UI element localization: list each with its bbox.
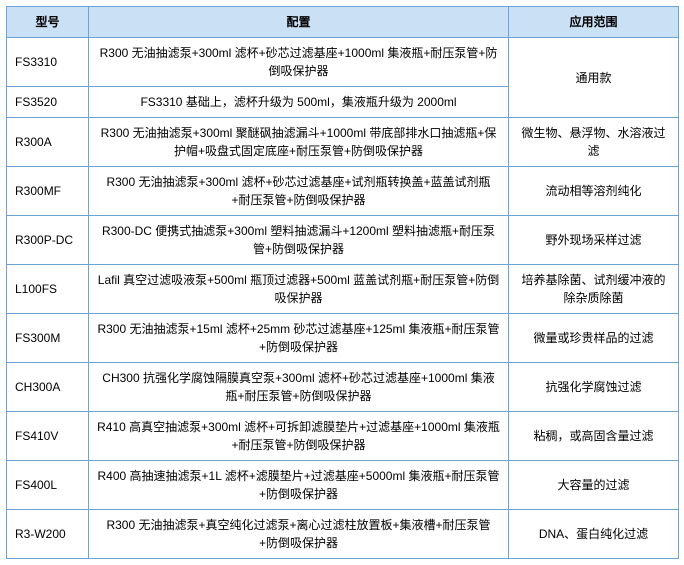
cell-model: R3-W200 xyxy=(7,510,89,559)
cell-model: FS410V xyxy=(7,412,89,461)
cell-model: R300P-DC xyxy=(7,216,89,265)
cell-config: R300 无油抽滤泵+300ml 滤杯+砂芯过滤基座+1000ml 集液瓶+耐压… xyxy=(89,38,509,87)
table-row: R300A R300 无油抽滤泵+300ml 聚醚砜抽滤漏斗+1000ml 带底… xyxy=(7,118,679,167)
table-row: L100FS Lafil 真空过滤吸液泵+500ml 瓶顶过滤器+500ml 蓝… xyxy=(7,265,679,314)
table-body: FS3310 R300 无油抽滤泵+300ml 滤杯+砂芯过滤基座+1000ml… xyxy=(7,38,679,559)
cell-model: FS400L xyxy=(7,461,89,510)
cell-config: R400 高抽速抽滤泵+1L 滤杯+滤膜垫片+过滤基座+5000ml 集液瓶+耐… xyxy=(89,461,509,510)
table-row: FS400L R400 高抽速抽滤泵+1L 滤杯+滤膜垫片+过滤基座+5000m… xyxy=(7,461,679,510)
cell-model: FS3310 xyxy=(7,38,89,87)
header-row: 型号 配置 应用范围 xyxy=(7,7,679,38)
cell-app: 抗强化学腐蚀过滤 xyxy=(509,363,679,412)
cell-app: 培养基除菌、试剂缓冲液的除杂质除菌 xyxy=(509,265,679,314)
cell-app: 微量或珍贵样品的过滤 xyxy=(509,314,679,363)
table-row: CH300A CH300 抗强化学腐蚀隔膜真空泵+300ml 滤杯+砂芯过滤基座… xyxy=(7,363,679,412)
cell-config: FS3310 基础上，滤杯升级为 500ml，集液瓶升级为 2000ml xyxy=(89,87,509,118)
table-row: R300P-DC R300-DC 便携式抽滤泵+300ml 塑料抽滤漏斗+120… xyxy=(7,216,679,265)
header-config: 配置 xyxy=(89,7,509,38)
table-row: FS410V R410 高真空抽滤泵+300ml 滤杯+可拆卸滤膜垫片+过滤基座… xyxy=(7,412,679,461)
cell-config: R410 高真空抽滤泵+300ml 滤杯+可拆卸滤膜垫片+过滤基座+1000ml… xyxy=(89,412,509,461)
cell-config: R300 无油抽滤泵+300ml 滤杯+砂芯过滤基座+试剂瓶转换盖+蓝盖试剂瓶+… xyxy=(89,167,509,216)
cell-config: R300 无油抽滤泵+300ml 聚醚砜抽滤漏斗+1000ml 带底部排水口抽滤… xyxy=(89,118,509,167)
cell-model: FS300M xyxy=(7,314,89,363)
cell-app: 野外现场采样过滤 xyxy=(509,216,679,265)
header-model: 型号 xyxy=(7,7,89,38)
cell-app: 大容量的过滤 xyxy=(509,461,679,510)
table-row: R3-W200 R300 无油抽滤泵+真空纯化过滤泵+离心过滤柱放置板+集液槽+… xyxy=(7,510,679,559)
table-row: FS300M R300 无油抽滤泵+15ml 滤杯+25mm 砂芯过滤基座+12… xyxy=(7,314,679,363)
cell-model: CH300A xyxy=(7,363,89,412)
header-app: 应用范围 xyxy=(509,7,679,38)
cell-app: DNA、蛋白纯化过滤 xyxy=(509,510,679,559)
cell-config: R300-DC 便携式抽滤泵+300ml 塑料抽滤漏斗+1200ml 塑料抽滤瓶… xyxy=(89,216,509,265)
cell-config: CH300 抗强化学腐蚀隔膜真空泵+300ml 滤杯+砂芯过滤基座+1000ml… xyxy=(89,363,509,412)
cell-model: FS3520 xyxy=(7,87,89,118)
cell-model: L100FS xyxy=(7,265,89,314)
cell-config: R300 无油抽滤泵+15ml 滤杯+25mm 砂芯过滤基座+125ml 集液瓶… xyxy=(89,314,509,363)
cell-config: Lafil 真空过滤吸液泵+500ml 瓶顶过滤器+500ml 蓝盖试剂瓶+耐压… xyxy=(89,265,509,314)
table-row: R300MF R300 无油抽滤泵+300ml 滤杯+砂芯过滤基座+试剂瓶转换盖… xyxy=(7,167,679,216)
table-row: FS3310 R300 无油抽滤泵+300ml 滤杯+砂芯过滤基座+1000ml… xyxy=(7,38,679,87)
cell-app: 流动相等溶剂纯化 xyxy=(509,167,679,216)
cell-model: R300MF xyxy=(7,167,89,216)
cell-app: 粘稠，或高固含量过滤 xyxy=(509,412,679,461)
spec-table: 型号 配置 应用范围 FS3310 R300 无油抽滤泵+300ml 滤杯+砂芯… xyxy=(6,6,679,559)
cell-app: 通用款 xyxy=(509,38,679,118)
cell-model: R300A xyxy=(7,118,89,167)
cell-app: 微生物、悬浮物、水溶液过滤 xyxy=(509,118,679,167)
cell-config: R300 无油抽滤泵+真空纯化过滤泵+离心过滤柱放置板+集液槽+耐压泵管+防倒吸… xyxy=(89,510,509,559)
